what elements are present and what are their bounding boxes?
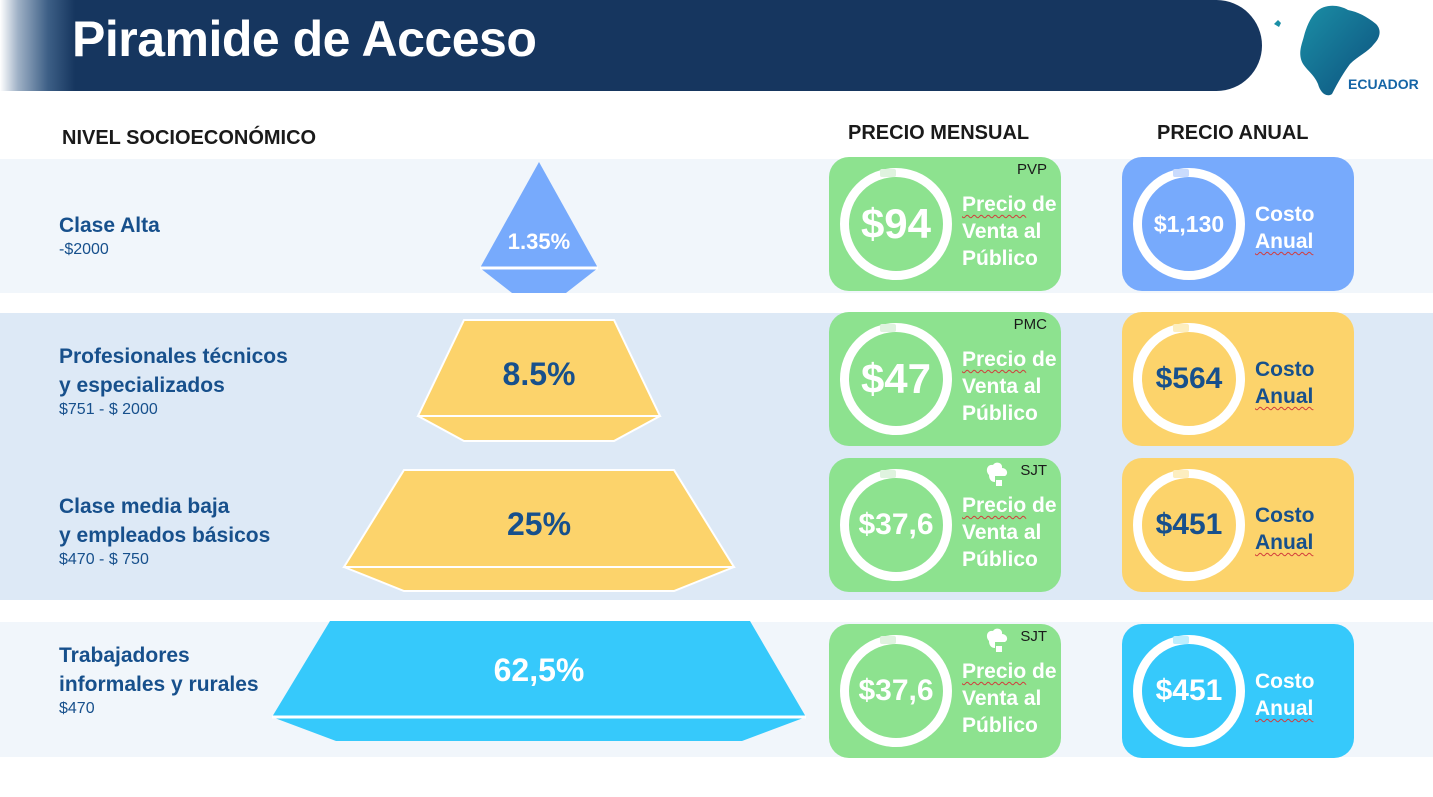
monthly-price-description: Precio de Venta al Público	[962, 494, 1057, 571]
ring-marker	[880, 324, 896, 332]
pyramid-percent-1: 1.35%	[507, 229, 571, 254]
sjt-logo-icon	[986, 628, 1008, 652]
tier-name: Profesionales técnicos y especializados	[59, 345, 288, 397]
price-type-tag: SJT	[1020, 462, 1047, 479]
price-ring	[840, 469, 952, 581]
sjt-logo-icon	[986, 462, 1008, 486]
price-ring	[1133, 469, 1245, 581]
annual-price-description: Costo Anual	[1255, 358, 1315, 408]
ring-marker	[880, 636, 896, 644]
monthly-price: $37,6	[858, 508, 934, 541]
pyramid-percent-2: 8.5%	[502, 356, 576, 392]
annual-price-description: Costo Anual	[1255, 203, 1315, 253]
annual-price: $451	[1155, 674, 1223, 707]
price-type-tag: PMC	[1013, 316, 1047, 333]
tier-income-range: -$2000	[59, 241, 109, 258]
monthly-price-description: Precio de Venta al Público	[962, 660, 1057, 737]
monthly-price-card-1: $94 Precio de Venta al Público PVP	[829, 157, 1061, 291]
level-column-header: NIVEL SOCIOECONÓMICO	[62, 127, 317, 149]
monthly-price: $94	[860, 200, 932, 247]
annual-price: $1,130	[1153, 210, 1225, 237]
tier-name: Trabajadores informales y rurales	[59, 644, 259, 696]
ring-marker	[880, 169, 896, 177]
ring-marker	[880, 470, 896, 478]
monthly-price-card-2: $47 Precio de Venta al Público PMC	[829, 312, 1061, 446]
monthly-price-card-4: $37,6 Precio de Venta al Público SJT	[829, 624, 1061, 758]
ring-marker	[1173, 324, 1189, 332]
access-pyramid	[272, 162, 806, 741]
tier-income-range: $751 - $ 2000	[59, 401, 158, 418]
header-bar	[0, 0, 1262, 91]
ecuador-map-icon	[1274, 5, 1380, 96]
pyramid-tier-2	[416, 319, 662, 442]
pyramid-tier-3	[342, 469, 736, 592]
monthly-column-header: PRECIO MENSUAL	[848, 122, 1030, 144]
monthly-price: $47	[860, 355, 932, 402]
price-ring	[1133, 168, 1245, 280]
annual-price-card-1: $1,130 Costo Anual	[1122, 157, 1354, 291]
annual-price-card-3: $451 Costo Anual	[1122, 458, 1354, 592]
price-ring	[840, 168, 952, 280]
price-ring	[840, 323, 952, 435]
monthly-price-description: Precio de Venta al Público	[962, 193, 1057, 270]
pyramid-percent-3: 25%	[506, 506, 572, 542]
tier-label-2: Profesionales técnicos y especializados …	[59, 342, 288, 419]
tier-income-range: $470 - $ 750	[59, 551, 149, 568]
pyramid-percent-4: 62,5%	[493, 652, 585, 688]
monthly-price: $37,6	[858, 674, 934, 707]
annual-price-card-4: $451 Costo Anual	[1122, 624, 1354, 758]
price-type-tag: SJT	[1020, 628, 1047, 645]
price-ring	[1133, 323, 1245, 435]
tier-name: Clase Alta	[59, 214, 160, 237]
annual-price-card-2: $564 Costo Anual	[1122, 312, 1354, 446]
tier-income-range: $470	[59, 700, 95, 717]
annual-price: $451	[1155, 508, 1223, 541]
monthly-price-card-3: $37,6 Precio de Venta al Público SJT	[829, 458, 1061, 592]
price-ring	[840, 635, 952, 747]
tier-label-1: Clase Alta -$2000	[59, 211, 160, 259]
price-type-tag: PVP	[1016, 161, 1047, 178]
pyramid-tier-4	[272, 621, 806, 741]
tier-name: Clase media baja y empleados básicos	[59, 495, 271, 547]
ring-marker	[1173, 169, 1189, 177]
monthly-price-description: Precio de Venta al Público	[962, 348, 1057, 425]
ring-marker	[1173, 636, 1189, 644]
country-label: ECUADOR	[1348, 76, 1419, 92]
annual-column-header: PRECIO ANUAL	[1157, 122, 1309, 144]
annual-price-description: Costo Anual	[1255, 504, 1315, 554]
price-ring	[1133, 635, 1245, 747]
pyramid-tier-1	[480, 162, 598, 293]
ring-marker	[1173, 470, 1189, 478]
page-title: Piramide de Acceso	[72, 11, 537, 67]
tier-label-4: Trabajadores informales y rurales $470	[59, 641, 259, 718]
tier-label-3: Clase media baja y empleados básicos $47…	[59, 492, 270, 569]
annual-price-description: Costo Anual	[1255, 670, 1315, 720]
annual-price: $564	[1155, 362, 1223, 395]
